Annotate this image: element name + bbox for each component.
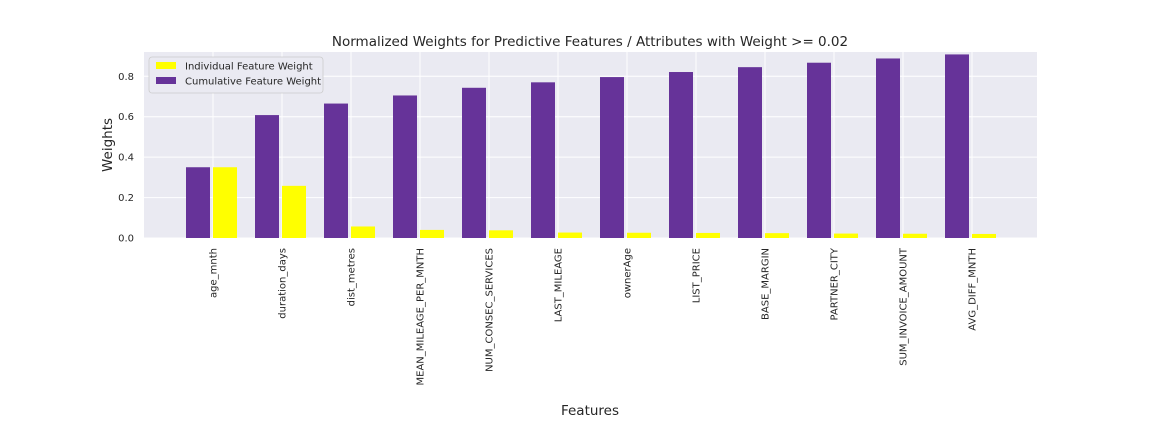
bar-individual <box>765 233 789 238</box>
x-tick-label: LIST_PRICE <box>692 248 703 303</box>
legend-label-individual: Individual Feature Weight <box>185 62 313 73</box>
x-tick-label: AVG_DIFF_MNTH <box>968 248 979 331</box>
bar-individual <box>489 230 513 238</box>
y-tick-labels: 0.0 0.2 0.4 0.6 0.8 <box>118 72 134 245</box>
bar-individual <box>627 232 651 238</box>
bar-cumulative <box>531 82 555 239</box>
bars <box>186 54 996 239</box>
y-tick-label: 0.8 <box>118 72 134 83</box>
bar-individual <box>558 232 582 238</box>
legend-swatch-individual <box>156 62 176 69</box>
bar-cumulative <box>669 72 693 238</box>
legend: Individual Feature Weight Cumulative Fea… <box>148 56 324 94</box>
legend-label-cumulative: Cumulative Feature Weight <box>185 77 321 88</box>
x-axis-label: Features <box>561 403 619 419</box>
y-tick-label: 0.0 <box>118 234 134 245</box>
x-tick-label: BASE_MARGIN <box>761 248 772 320</box>
x-tick-label: SUM_INVOICE_AMOUNT <box>899 247 910 366</box>
bar-individual <box>972 233 996 238</box>
x-tick-label: dist_metres <box>347 248 358 306</box>
bar-cumulative <box>186 167 210 238</box>
x-tick-label: LAST_MILEAGE <box>554 248 565 322</box>
legend-swatch-cumulative <box>156 77 176 84</box>
bar-individual <box>696 232 720 238</box>
x-tick-label: MEAN_MILEAGE_PER_MNTH <box>416 248 427 386</box>
bar-cumulative <box>876 58 900 238</box>
bar-cumulative <box>945 54 969 238</box>
bar-individual <box>282 185 306 238</box>
x-tick-label: duration_days <box>278 248 289 319</box>
bar-individual <box>420 229 444 238</box>
x-tick-label: PARTNER_CITY <box>830 247 841 320</box>
grid-lines <box>144 52 1037 239</box>
bar-cumulative <box>324 103 348 238</box>
bar-individual <box>213 167 237 238</box>
x-tick-label: age_mnth <box>209 248 220 298</box>
y-axis-label: Weights <box>100 118 116 172</box>
bar-individual <box>351 226 375 238</box>
bar-individual <box>834 233 858 238</box>
bar-cumulative <box>393 95 417 238</box>
chart-title: Normalized Weights for Predictive Featur… <box>332 34 848 50</box>
x-tick-label: ownerAge <box>623 248 634 298</box>
legend-box <box>148 56 324 94</box>
x-tick-label: NUM_CONSEC_SERVICES <box>485 248 496 372</box>
bar-cumulative <box>255 115 279 238</box>
y-tick-label: 0.2 <box>118 193 134 204</box>
bar-individual <box>903 233 927 238</box>
bar-cumulative <box>600 77 624 238</box>
y-tick-label: 0.6 <box>118 112 134 123</box>
x-tick-labels: age_mnth duration_days dist_metres MEAN_MIL… <box>209 247 979 385</box>
bar-cumulative <box>807 62 831 239</box>
bar-cumulative <box>462 87 486 238</box>
y-tick-label: 0.4 <box>118 153 134 164</box>
bar-cumulative <box>738 67 762 238</box>
